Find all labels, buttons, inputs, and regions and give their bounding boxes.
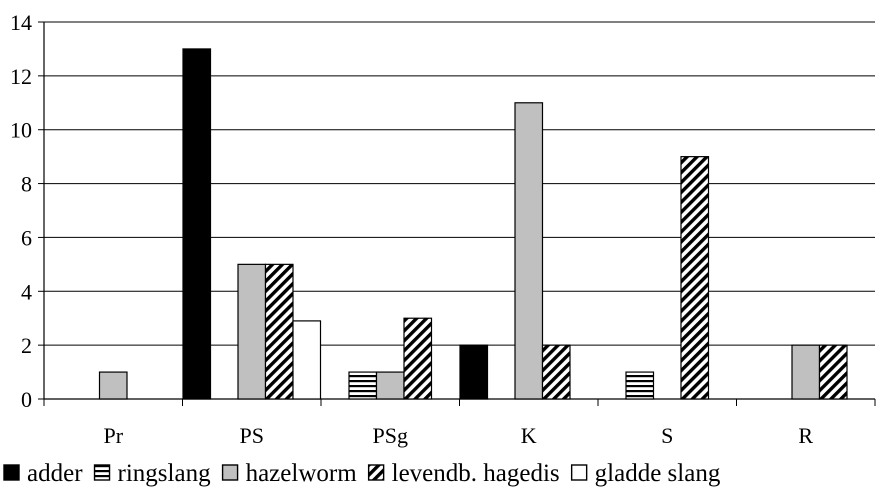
bar-adder-k xyxy=(459,344,489,400)
legend-swatch xyxy=(367,464,385,481)
x-category-label: PSg xyxy=(373,423,408,448)
y-tick-label: 8 xyxy=(21,172,32,197)
legend-swatch xyxy=(93,464,111,481)
legend-label: levendb. hagedis xyxy=(392,460,560,487)
x-category-label: R xyxy=(798,423,813,448)
legend-label: ringslang xyxy=(118,460,212,487)
bars xyxy=(98,48,848,400)
bar-hazelworm-pr xyxy=(98,371,128,400)
tick-labels: 0 2 4 6 8 10 12 14 Pr PS PSg K S R xyxy=(10,10,813,448)
bar-ringslang-psg xyxy=(348,371,378,400)
legend-swatch xyxy=(221,464,239,481)
y-tick-label: 6 xyxy=(21,225,32,250)
bar-gladde-slang-ps xyxy=(292,320,322,400)
bar-hazelworm-psg xyxy=(375,371,405,400)
legend-swatch xyxy=(3,464,20,481)
x-category-label: K xyxy=(521,423,537,448)
legend-item: gladde slang xyxy=(570,460,721,487)
y-tick-label: 0 xyxy=(21,387,32,412)
legend-item: hazelworm xyxy=(221,460,358,487)
gridlines xyxy=(44,21,875,346)
y-tick-label: 14 xyxy=(10,10,32,35)
bar-levendb-hagedis-ps xyxy=(264,263,294,400)
x-category-label: PS xyxy=(240,423,264,448)
bar-levendb-hagedis-r xyxy=(818,344,848,400)
y-tick-label: 4 xyxy=(21,279,32,304)
bar-levendb-hagedis-k xyxy=(541,344,571,400)
bar-hazelworm-k xyxy=(514,102,544,400)
y-tick-label: 2 xyxy=(21,333,32,358)
legend-item: ringslang xyxy=(93,460,212,487)
y-tick-label: 10 xyxy=(10,118,32,143)
bar-ringslang-s xyxy=(625,371,655,400)
bar-hazelworm-ps xyxy=(237,263,267,400)
bar-hazelworm-r xyxy=(791,344,821,400)
x-category-label: S xyxy=(661,423,673,448)
y-tick-label: 12 xyxy=(10,64,32,89)
bar-levendb-hagedis-psg xyxy=(403,317,433,400)
legend-label: gladde slang xyxy=(595,460,721,487)
legend-item: levendb. hagedis xyxy=(367,460,560,487)
legend-item: adder xyxy=(3,460,83,487)
legend-swatch xyxy=(570,464,588,481)
bar-adder-ps xyxy=(182,48,212,400)
bar-levendb-hagedis-s xyxy=(680,156,710,400)
legend: adder ringslang hazelworm levendb. hagedis g… xyxy=(3,460,721,487)
x-category-label: Pr xyxy=(103,423,123,448)
axes xyxy=(38,21,876,406)
legend-label: hazelworm xyxy=(246,460,358,487)
legend-label: adder xyxy=(27,460,83,487)
